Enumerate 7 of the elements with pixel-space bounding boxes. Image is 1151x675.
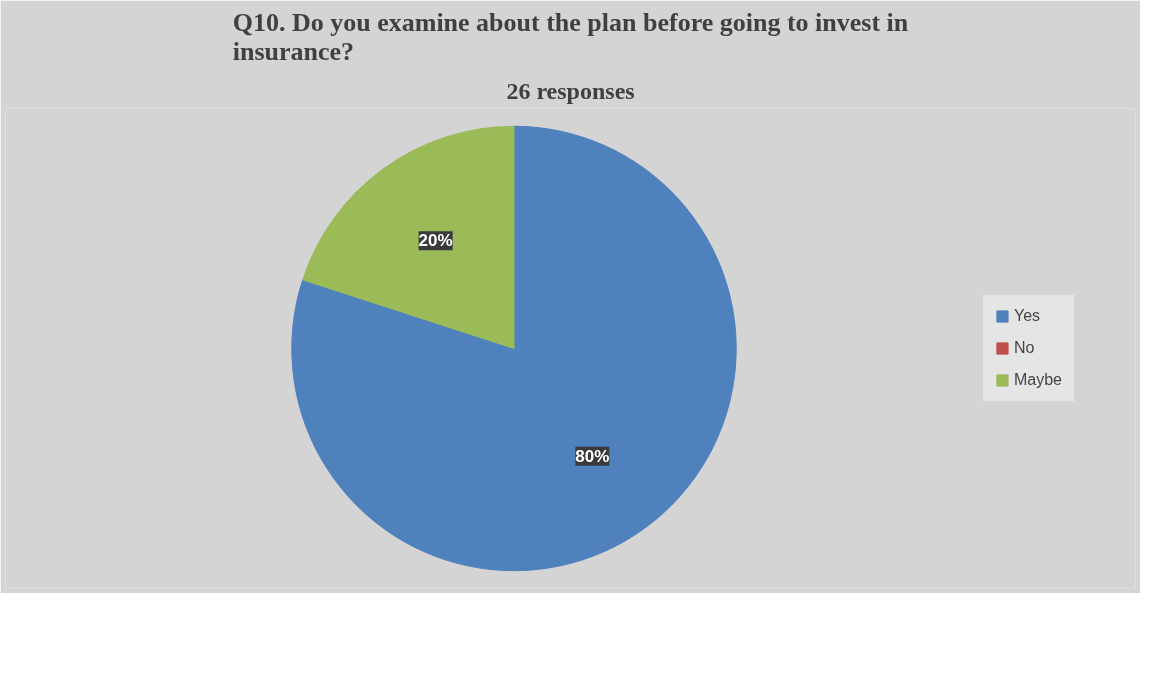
chart-title: Q10. Do you examine about the plan before going to invest in insurance? [232, 7, 909, 66]
legend-label: Yes [1013, 307, 1041, 325]
chart-subtitle: 26 responses [506, 77, 635, 104]
data-label: 80% [575, 446, 610, 466]
data-label: 20% [418, 231, 453, 251]
legend-label: No [1013, 339, 1035, 357]
legend-label: Maybe [1013, 371, 1062, 389]
